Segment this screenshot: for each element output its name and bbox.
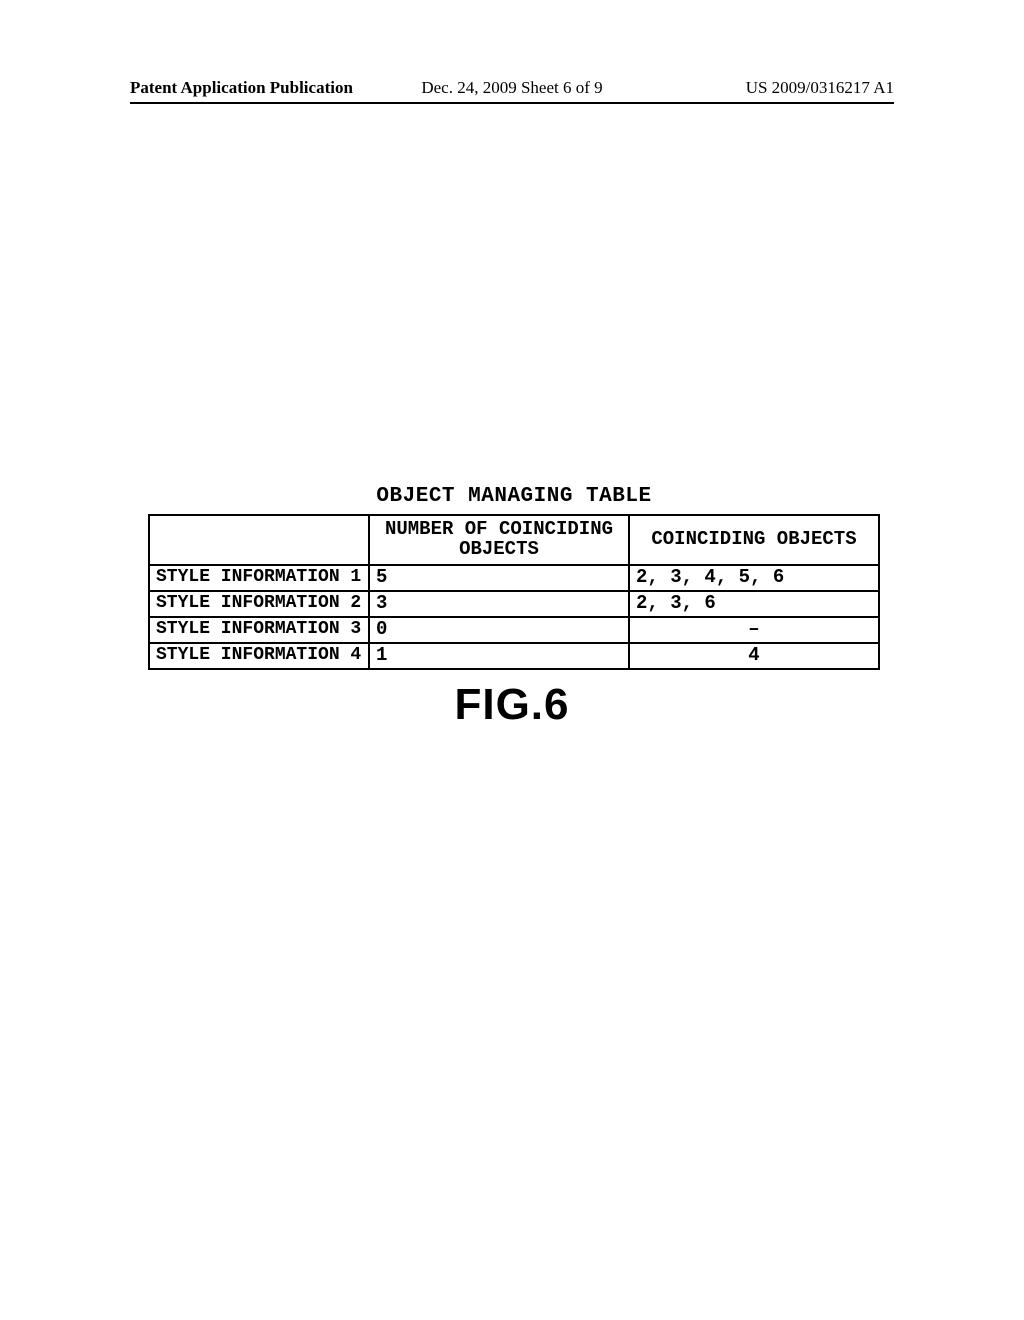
object-managing-table-wrap: OBJECT MANAGING TABLE NUMBER OF COINCIDI…	[148, 485, 880, 670]
header-date-sheet: Dec. 24, 2009 Sheet 6 of 9	[421, 78, 602, 98]
row-objects: 2, 3, 6	[629, 591, 879, 617]
row-label: STYLE INFORMATION 4	[149, 643, 369, 669]
row-count: 5	[369, 565, 629, 591]
table-row: STYLE INFORMATION 3 0 –	[149, 617, 879, 643]
object-managing-table: NUMBER OF COINCIDING OBJECTS COINCIDING …	[148, 514, 880, 670]
patent-page: Patent Application Publication Dec. 24, …	[0, 0, 1024, 1320]
table-row: STYLE INFORMATION 4 1 4	[149, 643, 879, 669]
figure-label: FIG.6	[0, 680, 1024, 730]
row-objects: 2, 3, 4, 5, 6	[629, 565, 879, 591]
table-header-row: NUMBER OF COINCIDING OBJECTS COINCIDING …	[149, 515, 879, 565]
header-publication-number: US 2009/0316217 A1	[746, 78, 894, 98]
table-header-count: NUMBER OF COINCIDING OBJECTS	[369, 515, 629, 565]
table-row: STYLE INFORMATION 2 3 2, 3, 6	[149, 591, 879, 617]
table-row: STYLE INFORMATION 1 5 2, 3, 4, 5, 6	[149, 565, 879, 591]
page-header: Patent Application Publication Dec. 24, …	[130, 78, 894, 98]
row-label: STYLE INFORMATION 1	[149, 565, 369, 591]
row-objects: –	[629, 617, 879, 643]
table-header-objects: COINCIDING OBJECTS	[629, 515, 879, 565]
row-label: STYLE INFORMATION 2	[149, 591, 369, 617]
header-rule	[130, 102, 894, 104]
table-title: OBJECT MANAGING TABLE	[148, 485, 880, 508]
table-header-count-line1: NUMBER OF COINCIDING	[385, 518, 613, 540]
table-header-count-line2: OBJECTS	[459, 538, 539, 560]
row-count: 3	[369, 591, 629, 617]
table-header-blank	[149, 515, 369, 565]
row-count: 1	[369, 643, 629, 669]
row-objects: 4	[629, 643, 879, 669]
header-publication-type: Patent Application Publication	[130, 78, 353, 98]
row-count: 0	[369, 617, 629, 643]
row-label: STYLE INFORMATION 3	[149, 617, 369, 643]
